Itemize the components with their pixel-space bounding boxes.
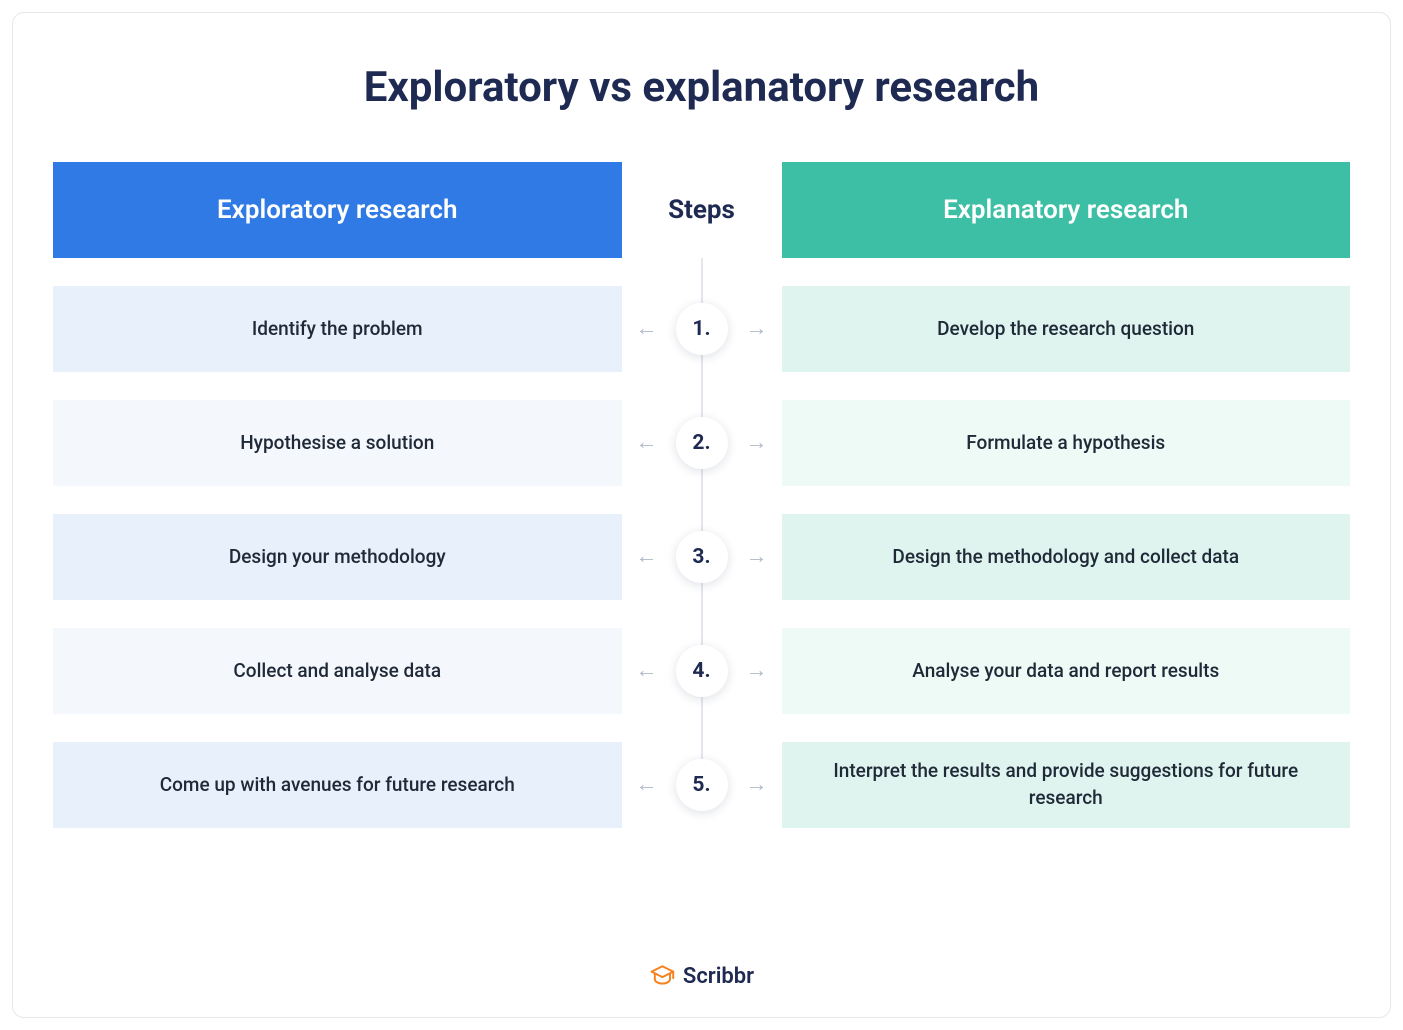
right-step-2: Formulate a hypothesis	[782, 400, 1351, 486]
step-circle-3: 3.	[676, 531, 728, 583]
steps-column: Steps ← 1. → ← 2. → ← 3. → ← 4. →	[622, 162, 782, 856]
left-step-3: Design your methodology	[53, 514, 622, 600]
arrow-right-icon: →	[746, 546, 768, 568]
step-cell-2: ← 2. →	[622, 400, 782, 486]
brand-name: Scribbr	[683, 964, 754, 989]
right-step-1: Develop the research question	[782, 286, 1351, 372]
arrow-left-icon: ←	[636, 546, 658, 568]
arrow-left-icon: ←	[636, 660, 658, 682]
step-cell-4: ← 4. →	[622, 628, 782, 714]
arrow-right-icon: →	[746, 318, 768, 340]
step-circle-1: 1.	[676, 303, 728, 355]
right-step-3: Design the methodology and collect data	[782, 514, 1351, 600]
page-title: Exploratory vs explanatory research	[53, 63, 1350, 112]
step-circle-5: 5.	[676, 759, 728, 811]
right-step-5: Interpret the results and provide sugges…	[782, 742, 1351, 828]
arrow-right-icon: →	[746, 432, 768, 454]
left-step-5: Come up with avenues for future research	[53, 742, 622, 828]
graduation-cap-icon	[649, 963, 675, 989]
left-step-2: Hypothesise a solution	[53, 400, 622, 486]
step-circle-2: 2.	[676, 417, 728, 469]
comparison-grid: Exploratory research Identify the proble…	[53, 162, 1350, 856]
right-header: Explanatory research	[782, 162, 1351, 258]
right-step-4: Analyse your data and report results	[782, 628, 1351, 714]
step-cell-3: ← 3. →	[622, 514, 782, 600]
arrow-right-icon: →	[746, 660, 768, 682]
arrow-left-icon: ←	[636, 318, 658, 340]
left-column: Exploratory research Identify the proble…	[53, 162, 622, 856]
left-step-1: Identify the problem	[53, 286, 622, 372]
arrow-right-icon: →	[746, 774, 768, 796]
infographic-card: Exploratory vs explanatory research Expl…	[12, 12, 1391, 1018]
steps-header: Steps	[668, 162, 735, 258]
step-cell-5: ← 5. →	[622, 742, 782, 828]
left-header: Exploratory research	[53, 162, 622, 258]
arrow-left-icon: ←	[636, 774, 658, 796]
right-column: Explanatory research Develop the researc…	[782, 162, 1351, 856]
step-circle-4: 4.	[676, 645, 728, 697]
left-step-4: Collect and analyse data	[53, 628, 622, 714]
step-cell-1: ← 1. →	[622, 286, 782, 372]
arrow-left-icon: ←	[636, 432, 658, 454]
brand-logo: Scribbr	[649, 963, 754, 989]
